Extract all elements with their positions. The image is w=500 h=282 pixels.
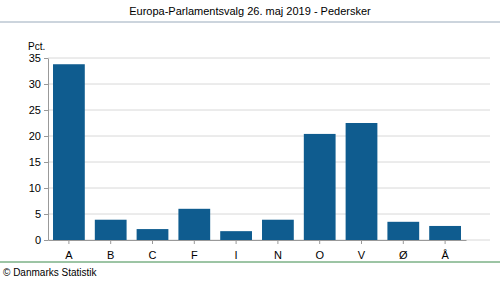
y-tick-label: 15 <box>29 156 41 168</box>
y-tick: 20 <box>29 130 48 142</box>
bar <box>304 134 336 240</box>
x-tick-mark <box>68 240 69 244</box>
x-tick: V <box>358 240 366 261</box>
y-tick-mark <box>44 58 48 59</box>
x-tick-mark <box>194 240 195 244</box>
x-tick-mark <box>403 240 404 244</box>
grid <box>48 58 490 240</box>
chart: Europa-Parlamentsvalg 26. maj 2019 - Ped… <box>0 0 500 282</box>
grid-line <box>48 84 490 85</box>
y-tick-label: 5 <box>35 208 41 220</box>
x-tick-label: Ø <box>399 249 408 261</box>
x-tick: F <box>191 240 198 261</box>
y-tick: 35 <box>29 52 48 64</box>
grid-line <box>48 188 490 189</box>
x-tick-mark <box>319 240 320 244</box>
y-tick-mark <box>44 188 48 189</box>
x-tick: C <box>149 240 157 261</box>
annotation: © Danmarks Statistik <box>3 267 98 278</box>
y-tick: 10 <box>29 182 48 194</box>
y-tick: 30 <box>29 78 48 90</box>
y-tick-mark <box>44 84 48 85</box>
x-tick-mark <box>277 240 278 244</box>
y-axis-line <box>48 59 49 241</box>
x-tick-mark <box>236 240 237 244</box>
y-tick-mark <box>44 214 48 215</box>
bar <box>137 229 169 240</box>
y-tick-label: 0 <box>35 234 41 246</box>
x-tick-label: O <box>315 249 324 261</box>
grid-line <box>48 214 490 215</box>
y-tick-label: 20 <box>29 130 41 142</box>
y-axis-title: Pct. <box>28 41 45 52</box>
y-tick-mark <box>44 110 48 111</box>
x-tick-label: C <box>149 249 157 261</box>
x-tick: I <box>235 240 238 261</box>
y-tick-label: 10 <box>29 182 41 194</box>
x-tick-mark <box>361 240 362 244</box>
x-tick-label: F <box>191 249 198 261</box>
x-tick: O <box>315 240 324 261</box>
x-tick-mark <box>445 240 446 244</box>
x-tick-label: V <box>358 249 366 261</box>
y-tick-label: 30 <box>29 78 41 90</box>
y-tick: 5 <box>35 208 48 220</box>
y-tick-mark <box>44 162 48 163</box>
y-tick-label: 35 <box>29 52 41 64</box>
x-axis: ABCFINOVØÅ <box>49 240 467 261</box>
bar <box>178 209 210 240</box>
x-tick-mark <box>152 240 153 244</box>
bar <box>262 220 294 240</box>
title-rule <box>0 22 500 23</box>
footer-rule <box>0 262 500 263</box>
x-tick: Å <box>441 240 449 261</box>
bar <box>53 64 85 240</box>
grid-line <box>48 58 490 59</box>
grid-line <box>48 136 490 137</box>
x-tick-label: Å <box>441 249 449 261</box>
x-tick-label: B <box>107 249 114 261</box>
bar <box>220 231 252 240</box>
bar <box>387 222 419 240</box>
grid-line <box>48 110 490 111</box>
y-tick-mark <box>44 136 48 137</box>
x-tick-label: N <box>274 249 282 261</box>
y-tick: 25 <box>29 104 48 116</box>
y-tick-label: 25 <box>29 104 41 116</box>
x-tick: A <box>65 240 73 261</box>
x-tick-label: I <box>235 249 238 261</box>
title: Europa-Parlamentsvalg 26. maj 2019 - Ped… <box>129 5 371 17</box>
x-tick: Ø <box>399 240 408 261</box>
bars <box>53 64 461 240</box>
y-axis: 0 5 10 15 20 25 30 35 <box>29 52 49 246</box>
x-tick-mark <box>110 240 111 244</box>
x-tick: B <box>107 240 114 261</box>
y-tick: 15 <box>29 156 48 168</box>
x-tick-label: A <box>65 249 73 261</box>
bar <box>346 123 378 240</box>
bar <box>429 226 461 240</box>
y-tick: 0 <box>35 234 48 246</box>
bar <box>95 220 127 240</box>
x-tick: N <box>274 240 282 261</box>
y-tick-mark <box>44 240 48 241</box>
grid-line <box>48 162 490 163</box>
